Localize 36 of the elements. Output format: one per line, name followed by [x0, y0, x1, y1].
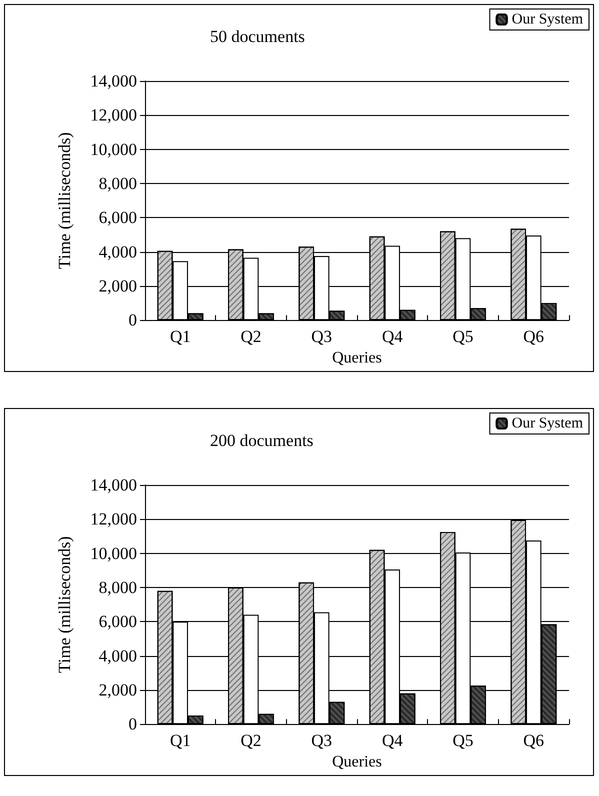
- y-tick-label: 14,000: [90, 476, 137, 494]
- x-tick-label: Q4: [382, 327, 404, 346]
- x-tick-label: Q1: [170, 327, 191, 346]
- y-tick-label: 2,000: [98, 680, 137, 700]
- x-tick-label: Q1: [170, 731, 191, 750]
- y-tick-label: 0: [128, 714, 137, 734]
- x-tick-label: Q4: [382, 731, 404, 750]
- y-tick-label: 8,000: [98, 174, 137, 193]
- x-tick-label: Q2: [240, 327, 262, 346]
- y-tick-label: 8,000: [98, 578, 137, 597]
- x-tick-label: Q6: [523, 327, 544, 346]
- y-axis-title: Time (milliseconds): [55, 536, 74, 673]
- y-tick-label: 6,000: [98, 612, 137, 632]
- x-axis-title: Queries: [332, 350, 382, 366]
- y-tick-label: 10,000: [90, 140, 137, 159]
- x-tick-label: Q3: [311, 731, 332, 750]
- y-tick-label: 4,000: [98, 242, 137, 262]
- x-tick-label: Q2: [240, 731, 262, 750]
- x-tick-label: Q5: [452, 327, 474, 346]
- y-tick-label: 12,000: [90, 106, 137, 125]
- legend-label: Our System: [512, 416, 584, 432]
- x-tick-label: Q5: [452, 731, 474, 750]
- y-tick-label: 4,000: [98, 646, 137, 666]
- y-tick-label: 6,000: [98, 208, 137, 228]
- chart-title: 200 documents: [210, 431, 314, 450]
- y-axis-title: Time (milliseconds): [55, 132, 74, 269]
- y-tick-label: 0: [128, 310, 137, 330]
- y-tick-label: 12,000: [90, 510, 137, 529]
- y-tick-label: 14,000: [90, 72, 137, 90]
- x-tick-label: Q3: [311, 327, 332, 346]
- chart-title: 50 documents: [210, 27, 305, 46]
- x-axis-title: Queries: [332, 754, 382, 770]
- x-tick-label: Q6: [523, 731, 544, 750]
- y-tick-label: 2,000: [98, 276, 137, 296]
- legend-label: Our System: [512, 12, 584, 28]
- y-tick-label: 10,000: [90, 544, 137, 563]
